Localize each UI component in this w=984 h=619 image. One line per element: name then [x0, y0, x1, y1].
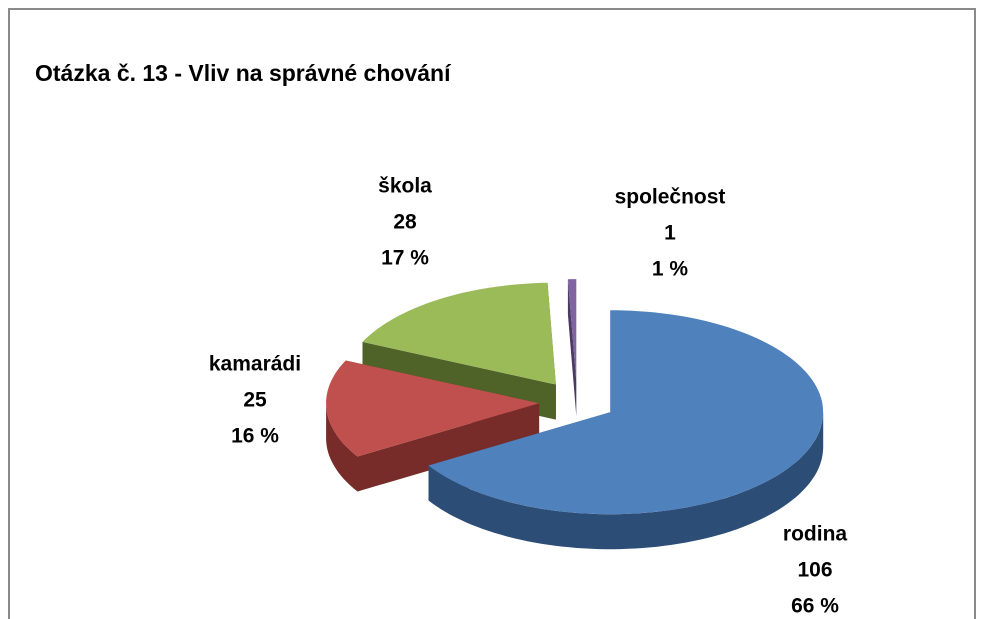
slice	[326, 360, 540, 492]
data-label-name: kamarádi	[209, 353, 301, 376]
data-label-percent: 66 %	[791, 595, 839, 618]
data-label-name: škola	[378, 175, 432, 198]
slice	[567, 279, 577, 382]
data-label-name: společnost	[615, 186, 726, 209]
slice-face	[567, 279, 577, 417]
data-label-value: 28	[393, 211, 417, 234]
chart-border	[8, 8, 976, 619]
data-label-value: 106	[797, 559, 832, 582]
data-label-percent: 16 %	[231, 425, 279, 448]
slice-side	[428, 412, 824, 550]
data-label-value: 1	[664, 222, 676, 245]
slice	[326, 360, 540, 457]
data-label-percent: 17 %	[381, 247, 429, 270]
slice	[428, 310, 824, 550]
slice	[362, 282, 556, 385]
data-label-value: 25	[243, 389, 267, 412]
data-label-percent: 1 %	[652, 258, 689, 281]
slice-side	[326, 403, 358, 492]
chart-title: Otázka č. 13 - Vliv na správné chování	[35, 60, 452, 86]
slice	[567, 279, 577, 417]
slice	[428, 310, 824, 515]
data-label-name: rodina	[783, 523, 847, 546]
